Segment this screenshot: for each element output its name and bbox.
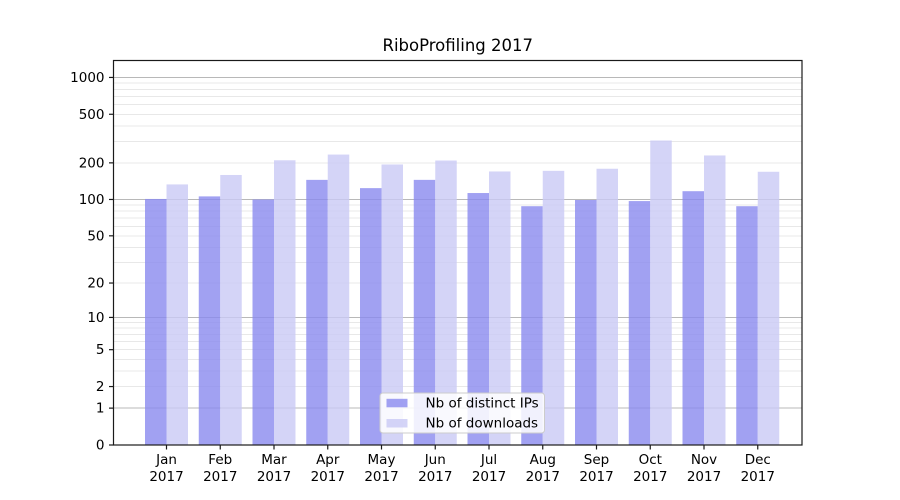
bar-ips-nov [682, 191, 704, 445]
x-tick-month: Dec [745, 452, 771, 468]
x-tick-label: Oct 2017 [633, 452, 667, 485]
x-tick-year: 2017 [526, 469, 560, 485]
x-tick-month: May [368, 452, 396, 468]
x-tick-label: Jun 2017 [418, 452, 452, 485]
y-tick-label: 10 [87, 310, 104, 326]
x-tick-year: 2017 [311, 469, 345, 485]
bar-downloads-jan [166, 184, 188, 445]
bar-ips-sep [575, 200, 597, 445]
bars [145, 140, 780, 446]
x-tick-year: 2017 [579, 469, 613, 485]
bar-ips-oct [628, 201, 651, 445]
bar-ips-mar [252, 199, 274, 445]
legend-swatch-downloads [386, 419, 408, 428]
bar-downloads-oct [650, 140, 672, 445]
bar-downloads-jul [489, 171, 511, 445]
bar-downloads-feb [220, 174, 242, 445]
y-tick-label: 2 [96, 379, 105, 395]
x-tick-year: 2017 [472, 469, 506, 485]
bar-downloads-may [381, 164, 403, 445]
x-tick-month: Feb [208, 452, 232, 468]
axes [109, 59, 803, 450]
bar-downloads-dec [757, 171, 780, 445]
x-tick-year: 2017 [203, 469, 237, 485]
y-tick-label: 200 [79, 155, 105, 171]
x-tick-year: 2017 [741, 469, 775, 485]
bar-downloads-mar [274, 160, 296, 446]
x-tick-month: Nov [691, 452, 717, 468]
x-tick-month: Mar [261, 452, 287, 468]
y-tick-label: 50 [87, 228, 104, 244]
bar-downloads-sep [596, 168, 618, 445]
y-tick-label: 1000 [70, 70, 104, 86]
x-tick-label: Dec 2017 [741, 452, 775, 485]
x-tick-year: 2017 [257, 469, 291, 485]
y-tick-label: 1 [96, 401, 105, 417]
x-tick-label: Nov 2017 [687, 452, 721, 485]
chart-title: RiboProfiling 2017 [382, 36, 533, 55]
x-tick-label: Mar 2017 [257, 452, 291, 485]
x-tick-label: Jul 2017 [472, 452, 506, 485]
y-tick-label: 5 [96, 342, 105, 358]
bar-downloads-jun [435, 160, 457, 445]
x-tick-label: Aug 2017 [526, 452, 560, 485]
bar-downloads-nov [704, 155, 726, 446]
bar-ips-feb [198, 196, 221, 445]
legend-label-ips: Nb of distinct IPs [426, 396, 539, 412]
bar-ips-jan [145, 198, 167, 445]
x-tick-year: 2017 [633, 469, 667, 485]
y-tick-label: 500 [79, 107, 105, 123]
legend-label-downloads: Nb of downloads [426, 416, 539, 432]
x-tick-label: Jan 2017 [149, 452, 183, 485]
bar-downloads-aug [542, 170, 565, 445]
bar-ips-jun [413, 179, 436, 446]
y-tick-label: 100 [79, 192, 105, 208]
x-tick-year: 2017 [687, 469, 721, 485]
bar-ips-aug [521, 206, 543, 445]
x-tick-month: Jul [480, 452, 497, 468]
bar-ips-dec [736, 206, 758, 445]
plot-frame [112, 59, 803, 446]
x-tick-month: Aug [530, 452, 556, 468]
x-tick-year: 2017 [418, 469, 452, 485]
x-tick-label: Feb 2017 [203, 452, 237, 485]
legend-swatch-ips [386, 398, 408, 408]
x-tick-month: Sep [584, 452, 609, 468]
x-tick-month: Jan [155, 452, 177, 468]
y-tick-label: 0 [96, 438, 105, 454]
legend-box [379, 392, 545, 434]
legend: Nb of distinct IPs Nb of downloads [379, 392, 545, 434]
x-tick-month: Jun [424, 452, 446, 468]
bar-ips-may [360, 188, 382, 445]
bar-ips-jul [467, 193, 489, 445]
bar-ips-apr [306, 179, 328, 446]
y-tick-label: 20 [87, 276, 104, 292]
x-tick-month: Apr [316, 452, 340, 468]
x-tick-month: Oct [639, 452, 662, 468]
bar-downloads-apr [327, 154, 350, 445]
x-tick-label: May 2017 [364, 452, 398, 485]
x-tick-year: 2017 [364, 469, 398, 485]
x-tick-year: 2017 [149, 469, 183, 485]
x-tick-label: Apr 2017 [311, 452, 345, 485]
x-tick-label: Sep 2017 [579, 452, 613, 485]
